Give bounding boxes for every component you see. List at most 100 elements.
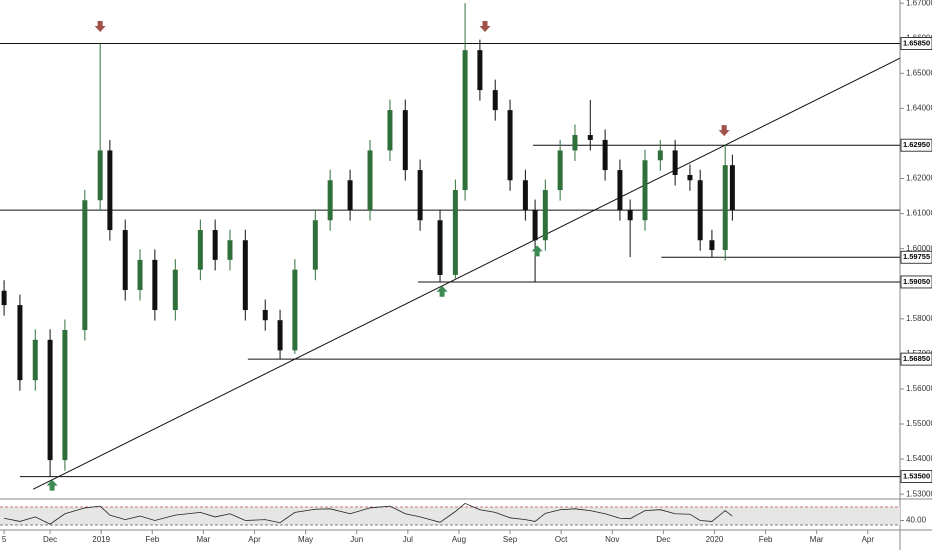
y-tick-label: 1.56000 bbox=[906, 384, 932, 393]
x-tick-label: 2019 bbox=[92, 535, 110, 544]
candle-body bbox=[542, 190, 548, 241]
candle-body bbox=[532, 210, 538, 241]
candle-body bbox=[137, 259, 143, 291]
level-label: 1.62950 bbox=[903, 140, 930, 149]
x-tick-label: 5 bbox=[2, 535, 7, 544]
candle-body bbox=[729, 165, 735, 211]
candle-body bbox=[277, 320, 283, 351]
candle-body bbox=[312, 220, 318, 270]
trendline bbox=[32, 57, 901, 490]
candle-body bbox=[82, 200, 88, 331]
y-tick-label: 1.54000 bbox=[906, 454, 932, 463]
candle-body bbox=[492, 90, 498, 111]
candle-body bbox=[197, 230, 203, 270]
level-label-box bbox=[900, 250, 932, 264]
x-tick-label: Dec bbox=[43, 535, 57, 544]
y-tick-label: 1.62000 bbox=[906, 174, 932, 183]
level-label: 1.56850 bbox=[903, 354, 930, 363]
level-label: 1.59755 bbox=[903, 252, 930, 261]
y-tick-label: 1.55000 bbox=[906, 419, 932, 428]
rsi-line bbox=[4, 502, 733, 525]
x-tick-label: Jul bbox=[403, 535, 413, 544]
y-tick-label: 1.64000 bbox=[906, 103, 932, 112]
candle-body bbox=[587, 135, 593, 140]
signal-arrow bbox=[46, 479, 58, 491]
candle-body bbox=[657, 150, 663, 161]
candle-body bbox=[17, 305, 23, 381]
candle-body bbox=[477, 50, 483, 91]
y-tick-label: 1.53000 bbox=[906, 489, 932, 498]
level-label-box bbox=[900, 275, 932, 289]
candle-body bbox=[462, 50, 468, 191]
candle-body bbox=[172, 269, 178, 311]
signal-arrow bbox=[436, 285, 448, 297]
candle-body bbox=[122, 230, 128, 291]
candle-body bbox=[327, 180, 333, 221]
y-tick-label: 1.67000 bbox=[906, 0, 932, 7]
rsi-band bbox=[0, 507, 900, 526]
candle-body bbox=[402, 110, 408, 171]
y-tick-label: 1.60000 bbox=[906, 244, 932, 253]
x-tick-label: Sep bbox=[503, 535, 518, 544]
candle-body bbox=[242, 240, 248, 311]
candle-body bbox=[602, 139, 608, 171]
x-tick-label: Dec bbox=[656, 535, 670, 544]
candle-body bbox=[62, 330, 68, 461]
signal-arrow bbox=[94, 21, 106, 33]
candle-body bbox=[47, 339, 53, 461]
y-tick-label: 40.00 bbox=[906, 516, 927, 525]
candle-body bbox=[507, 110, 513, 181]
candle-body bbox=[617, 170, 623, 211]
candle-body bbox=[212, 230, 218, 260]
candle-body bbox=[437, 220, 443, 275]
candle-body bbox=[522, 180, 528, 211]
candle-body bbox=[452, 190, 458, 275]
level-label-box bbox=[900, 138, 932, 152]
level-label-box bbox=[900, 37, 932, 50]
candle-body bbox=[292, 269, 298, 351]
x-tick-label: Mar bbox=[197, 535, 211, 544]
candle-body bbox=[32, 339, 38, 381]
signal-arrow bbox=[531, 245, 543, 257]
candle-body bbox=[347, 180, 353, 211]
level-label: 1.59050 bbox=[903, 277, 930, 286]
x-tick-label: 2020 bbox=[706, 535, 724, 544]
x-tick-label: Jun bbox=[350, 535, 363, 544]
candle-body bbox=[97, 150, 103, 201]
x-tick-label: Apr bbox=[248, 535, 261, 544]
x-tick-label: Feb bbox=[759, 535, 773, 544]
candle-body bbox=[722, 165, 728, 251]
x-tick-label: Nov bbox=[605, 535, 619, 544]
candle-body bbox=[107, 150, 113, 231]
y-tick-label: 1.58000 bbox=[906, 314, 932, 323]
candle-body bbox=[709, 240, 715, 251]
level-label: 1.53500 bbox=[903, 472, 930, 481]
candle-body bbox=[417, 170, 423, 221]
level-label-box bbox=[900, 352, 932, 366]
candle-body bbox=[672, 150, 678, 176]
x-tick-label: Feb bbox=[145, 535, 159, 544]
y-tick-label: 1.65000 bbox=[906, 68, 932, 77]
candle-body bbox=[697, 180, 703, 241]
candle-body bbox=[1, 290, 7, 306]
candle-body bbox=[367, 150, 373, 211]
level-label: 1.65850 bbox=[903, 38, 930, 47]
x-tick-label: Apr bbox=[862, 535, 875, 544]
candle-body bbox=[627, 210, 633, 221]
candle-body bbox=[387, 110, 393, 151]
x-tick-label: Mar bbox=[810, 535, 824, 544]
x-tick-label: May bbox=[298, 535, 313, 544]
signal-arrow bbox=[479, 21, 491, 33]
candle-body bbox=[687, 175, 693, 181]
candle-body bbox=[642, 160, 648, 221]
y-tick-label: 1.61000 bbox=[906, 209, 932, 218]
x-tick-label: Aug bbox=[452, 535, 466, 544]
signal-arrow bbox=[718, 125, 730, 137]
candle-body bbox=[572, 135, 578, 151]
level-label-box bbox=[900, 470, 932, 484]
candle-body bbox=[262, 310, 268, 321]
candle-body bbox=[557, 150, 563, 191]
x-tick-label: Oct bbox=[555, 535, 568, 544]
candle-body bbox=[152, 259, 158, 311]
